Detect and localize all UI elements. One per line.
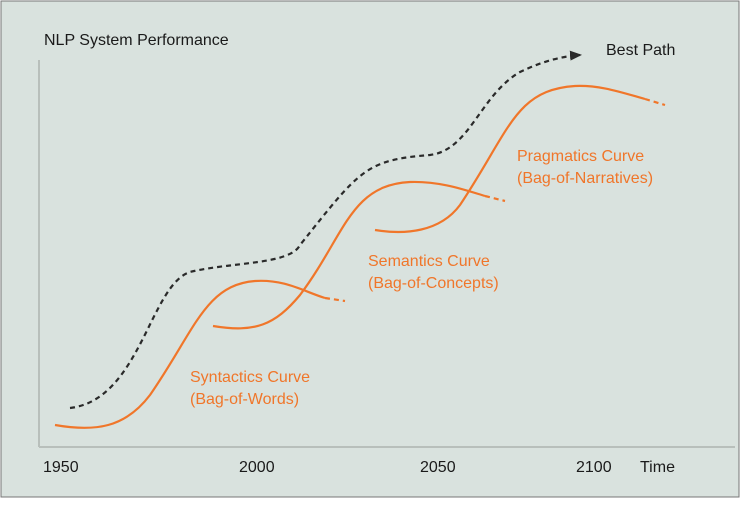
x-tick-2100: 2100 xyxy=(576,459,612,476)
x-tick-2050: 2050 xyxy=(420,459,456,476)
x-tick-1950: 1950 xyxy=(43,459,79,476)
x-tick-2000: 2000 xyxy=(239,459,275,476)
best-path-curve xyxy=(69,50,582,410)
syntactics-curve-subtitle: (Bag-of-Words) xyxy=(190,391,299,408)
x-axis-label: Time xyxy=(640,459,675,476)
pragmatics-curve-tail xyxy=(644,97,666,107)
best-path-label: Best Path xyxy=(606,42,675,59)
syntactics-curve-tail xyxy=(324,296,346,303)
semantics-curve xyxy=(212,180,486,330)
syntactics-curve-name: Syntactics Curve xyxy=(190,369,310,386)
semantics-curve-subtitle: (Bag-of-Concepts) xyxy=(368,275,499,292)
pragmatics-curve-subtitle: (Bag-of-Narratives) xyxy=(517,170,653,187)
pragmatics-curve-name: Pragmatics Curve xyxy=(517,148,644,165)
semantics-curve-name: Semantics Curve xyxy=(368,253,490,270)
pragmatics-curve xyxy=(374,84,646,234)
semantics-curve-tail xyxy=(484,194,506,203)
syntactics-curve xyxy=(54,279,326,430)
diagram-title: NLP System Performance xyxy=(44,32,229,49)
